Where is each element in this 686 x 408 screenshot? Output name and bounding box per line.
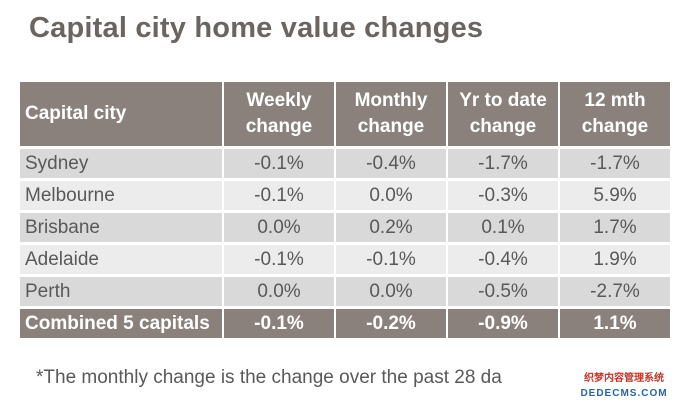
cell-weekly: 0.0%	[224, 213, 334, 242]
cell-weekly: -0.1%	[224, 245, 334, 274]
cell-weekly: -0.1%	[224, 181, 334, 210]
cell-12mth: 1.1%	[560, 309, 670, 338]
cell-weekly: 0.0%	[224, 277, 334, 306]
header-monthly-line2: change	[357, 116, 425, 137]
cell-city: Brisbane	[20, 213, 222, 242]
cell-weekly: -0.1%	[224, 309, 334, 338]
cell-12mth: 5.9%	[560, 181, 670, 210]
watermark-logo: 织梦内容管理系统 DEDECMS.COM	[568, 371, 680, 405]
cell-city: Adelaide	[20, 245, 222, 274]
header-ytd-line2: change	[469, 116, 537, 137]
header-12mth-line2: change	[581, 116, 649, 137]
cell-monthly: -0.2%	[336, 309, 446, 338]
header-weekly-line2: change	[245, 116, 313, 137]
cell-city: Perth	[20, 277, 222, 306]
cell-12mth: -1.7%	[560, 149, 670, 178]
cell-monthly: -0.1%	[336, 245, 446, 274]
cell-ytd: -0.5%	[448, 277, 558, 306]
table-row-adelaide: Adelaide -0.1% -0.1% -0.4% 1.9%	[20, 245, 670, 274]
watermark-line1: 织梦内容管理系统	[584, 373, 664, 384]
header-capital-city: Capital city	[20, 82, 222, 146]
cell-monthly: 0.2%	[336, 213, 446, 242]
cell-city: Combined 5 capitals	[20, 309, 222, 338]
cell-ytd: -0.3%	[448, 181, 558, 210]
cell-ytd: -1.7%	[448, 149, 558, 178]
cell-monthly: -0.4%	[336, 149, 446, 178]
table-row-sydney: Sydney -0.1% -0.4% -1.7% -1.7%	[20, 149, 670, 178]
cell-weekly: -0.1%	[224, 149, 334, 178]
watermark-line2: DEDECMS.COM	[580, 388, 668, 399]
table-row-melbourne: Melbourne -0.1% 0.0% -0.3% 5.9%	[20, 181, 670, 210]
cell-12mth: 1.9%	[560, 245, 670, 274]
cell-12mth: -2.7%	[560, 277, 670, 306]
cell-monthly: 0.0%	[336, 181, 446, 210]
header-monthly-line1: Monthly	[354, 90, 428, 111]
table-row-brisbane: Brisbane 0.0% 0.2% 0.1% 1.7%	[20, 213, 670, 242]
header-12mth-line1: 12 mth	[584, 90, 646, 111]
header-weekly-change: Weekly change	[224, 82, 334, 146]
header-ytd-line1: Yr to date	[459, 90, 547, 111]
header-weekly-line1: Weekly	[246, 90, 312, 111]
cell-city: Melbourne	[20, 181, 222, 210]
cell-ytd: 0.1%	[448, 213, 558, 242]
header-12mth-change: 12 mth change	[560, 82, 670, 146]
cell-ytd: -0.4%	[448, 245, 558, 274]
footnote: *The monthly change is the change over t…	[36, 367, 502, 388]
cell-monthly: 0.0%	[336, 277, 446, 306]
cell-city: Sydney	[20, 149, 222, 178]
table-header-row: Capital city Weekly change Monthly chang…	[20, 82, 670, 146]
header-monthly-change: Monthly change	[336, 82, 446, 146]
home-value-table: Capital city Weekly change Monthly chang…	[18, 79, 672, 341]
cell-12mth: 1.7%	[560, 213, 670, 242]
page-title: Capital city home value changes	[29, 12, 484, 44]
cell-ytd: -0.9%	[448, 309, 558, 338]
header-ytd-change: Yr to date change	[448, 82, 558, 146]
table-row-combined-total: Combined 5 capitals -0.1% -0.2% -0.9% 1.…	[20, 309, 670, 338]
table-row-perth: Perth 0.0% 0.0% -0.5% -2.7%	[20, 277, 670, 306]
